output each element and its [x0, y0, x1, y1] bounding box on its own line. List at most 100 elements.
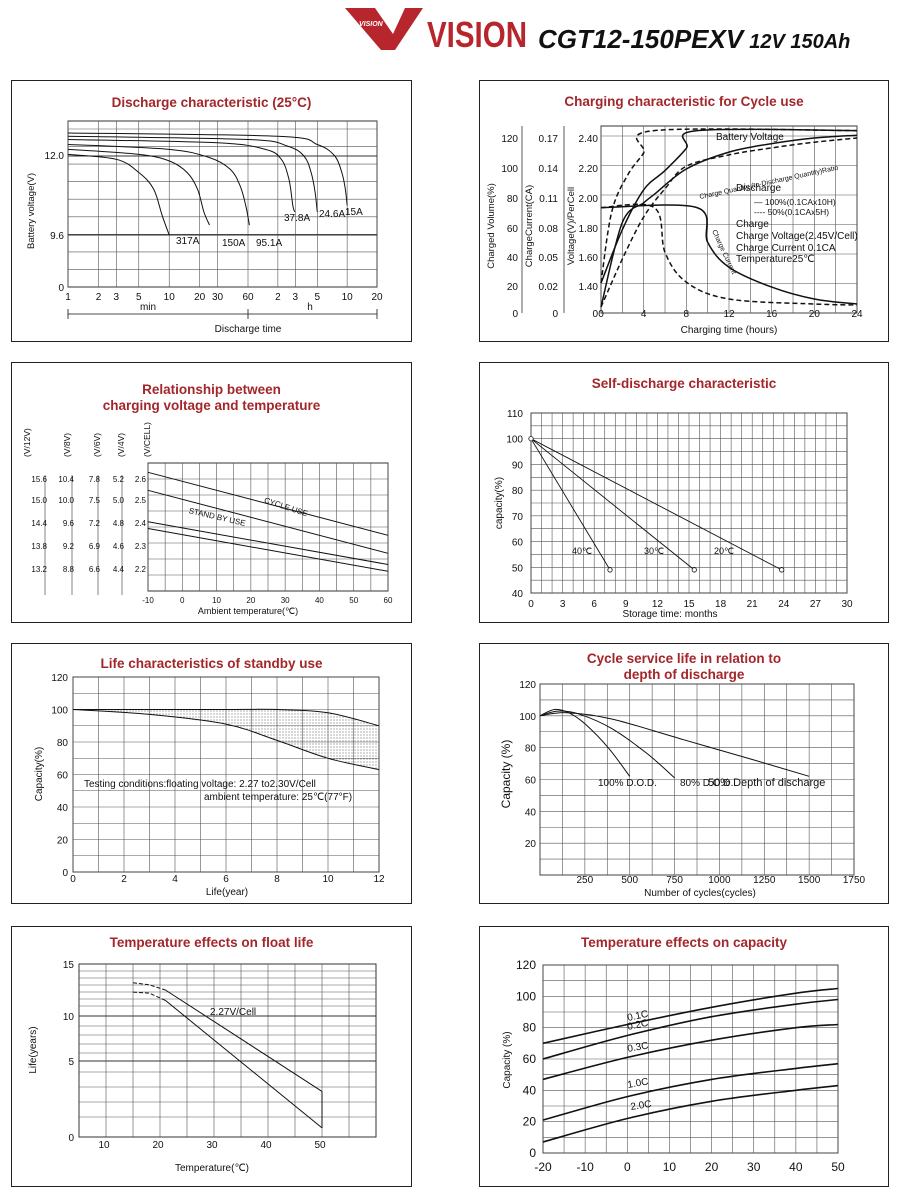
self-discharge-x-tick: 30 [841, 599, 853, 610]
self-discharge-end-marker [779, 567, 785, 573]
temp-capacity-y-tick: 80 [523, 1021, 537, 1035]
self-discharge-x-tick: 9 [623, 599, 629, 610]
self-discharge-line-label: 40℃ [572, 546, 592, 556]
float-life-x-tick: 50 [314, 1140, 326, 1151]
discharge-min-unit: min [140, 302, 156, 313]
standby-life-x-tick: 8 [274, 874, 280, 885]
voltage-temp-scale-tick: 13.2 [31, 565, 47, 574]
standby-life-title: Life characteristics of standby use [100, 656, 323, 671]
charging-voltage-tick: 1.40 [579, 282, 599, 293]
discharge-x-tick: 3 [114, 292, 120, 303]
charging-current-tick: 0.08 [539, 224, 559, 235]
charging-x-tick: 20 [809, 309, 821, 320]
charging-curve-3 [600, 137, 858, 308]
temp-capacity-curve-4 [542, 1084, 839, 1143]
discharge-title: Discharge characteristic (25°C) [111, 95, 312, 110]
standby-life-shaded-area [73, 709, 379, 770]
discharge-curve-2 [67, 144, 250, 226]
cycle-life-x-tick: 250 [577, 875, 594, 886]
panel-charging: Charging characteristic for Cycle use 12… [479, 80, 889, 342]
voltage-temp-scale-tick: 2.3 [135, 542, 147, 551]
float-life-y-tick: 0 [68, 1133, 74, 1144]
voltage-temp-band-0-1 [147, 489, 389, 554]
discharge-y-label: Battery voltage(V) [26, 173, 37, 249]
discharge-x-tick: 5 [315, 292, 321, 303]
temp-capacity-x-tick: -10 [576, 1160, 594, 1174]
standby-life-chart: 0 2 4 6 8 10 12020406080100120Life(year)Capaci… [34, 673, 385, 898]
cycle-life-curve-2 [539, 712, 810, 777]
voltage-temp-scale-tick: 7.5 [89, 496, 101, 505]
voltage-temp-scale-tick: 4.6 [113, 542, 125, 551]
standby-life-condition-1: Testing conditions:floating voltage: 2.2… [84, 779, 316, 790]
charging-volume-tick: 20 [507, 282, 519, 293]
voltage-temp-scale-tick: 2.4 [135, 519, 147, 528]
discharge-x-label: Discharge time [215, 324, 282, 335]
discharge-x-tick: 30 [212, 292, 224, 303]
charging-current-tick: 0.02 [539, 282, 559, 293]
charging-volume-tick: 40 [507, 253, 519, 264]
charging-x-tick: 16 [766, 309, 778, 320]
discharge-curve-label: 150A [222, 238, 246, 249]
discharge-curve-label: 24.6A [319, 209, 345, 220]
temp-capacity-curve-label: 2.0C [630, 1099, 653, 1113]
cycle-life-title: Cycle service life in relation to depth … [586, 651, 782, 682]
standby-life-y-tick: 80 [57, 738, 69, 749]
cycle-life-x-tick: 1500 [798, 875, 821, 886]
charging-curve-1 [600, 128, 858, 284]
temp-capacity-y-tick: 0 [529, 1146, 536, 1160]
self-discharge-line-1 [530, 438, 695, 571]
float-life-band-1 [165, 1000, 323, 1129]
panel-standby-life: Life characteristics of standby use 0 2 4 6… [11, 643, 412, 904]
charging-current-tick: 0.05 [539, 253, 559, 264]
float-life-y-tick: 15 [63, 960, 75, 971]
temp-capacity-y-tick: 120 [516, 958, 536, 972]
standby-life-curve-0 [73, 708, 380, 727]
voltage-temp-scale-tick: 8.8 [63, 565, 75, 574]
charging-voltage-tick: 0 [592, 309, 598, 320]
temp-capacity-x-tick: 20 [705, 1160, 719, 1174]
standby-life-y-tick: 60 [57, 771, 69, 782]
standby-life-y-tick: 100 [51, 706, 68, 717]
float-life-dashed-0 [132, 982, 166, 991]
standby-life-x-tick: 12 [373, 874, 385, 885]
model-spec: 12V 150Ah [749, 31, 851, 53]
standby-life-y-tick: 40 [57, 803, 69, 814]
temp-capacity-curve-3 [542, 1062, 839, 1121]
self-discharge-y-tick: 100 [506, 435, 523, 446]
float-life-title: Temperature effects on float life [109, 935, 314, 950]
standby-life-x-tick: 2 [121, 874, 127, 885]
temp-capacity-x-tick: -20 [534, 1160, 552, 1174]
cycle-life-x-tick: 1250 [753, 875, 776, 886]
charging-current-tick: 0.11 [539, 194, 558, 205]
charging-x-tick: 4 [641, 309, 647, 320]
discharge-y-tick: 0 [58, 283, 64, 294]
self-discharge-x-tick: 18 [715, 599, 727, 610]
charging-x-label: Charging time (hours) [681, 325, 778, 336]
temp-capacity-y-tick: 40 [523, 1083, 537, 1097]
charging-volume-tick: 80 [507, 194, 519, 205]
self-discharge-line-label: 20℃ [714, 546, 734, 556]
discharge-x-tick: 1 [65, 292, 71, 303]
temp-capacity-y-tick: 60 [523, 1052, 537, 1066]
temp-capacity-curve-label: 1.0C [627, 1076, 650, 1091]
standby-life-x-label: Life(year) [206, 887, 248, 898]
standby-life-condition-2: ambient temperature: 25℃(77°F) [204, 792, 352, 803]
voltage-temp-scale-tick: 5.0 [113, 496, 125, 505]
standby-life-y-tick: 0 [62, 868, 68, 879]
standby-life-y-tick: 20 [57, 836, 69, 847]
standby-life-x-tick: 0 [70, 874, 76, 885]
voltage-temp-band-label: STAND BY USE [188, 506, 246, 528]
temp-capacity-x-tick: 30 [747, 1160, 761, 1174]
voltage-temp-band-0-0 [147, 471, 389, 536]
charging-chart: 1201008060402000.170.140.110.080.050.020… [486, 125, 863, 336]
standby-life-y-tick: 120 [51, 673, 68, 684]
self-discharge-y-tick: 40 [512, 589, 524, 600]
discharge-x-tick: 10 [164, 292, 176, 303]
temp-capacity-y-tick: 100 [516, 989, 536, 1003]
charging-x-tick: 24 [851, 309, 863, 320]
charging-x-tick: 8 [684, 309, 690, 320]
charging-legend-entry: Charge Voltage(2.45V/Cell) [736, 231, 858, 242]
panel-temp-capacity: Temperature effects on capacity -20 -10 0 1… [479, 926, 889, 1187]
voltage-temp-x-tick: 60 [384, 596, 393, 605]
panel-cycle-life: Cycle service life in relation to depth … [479, 643, 889, 904]
